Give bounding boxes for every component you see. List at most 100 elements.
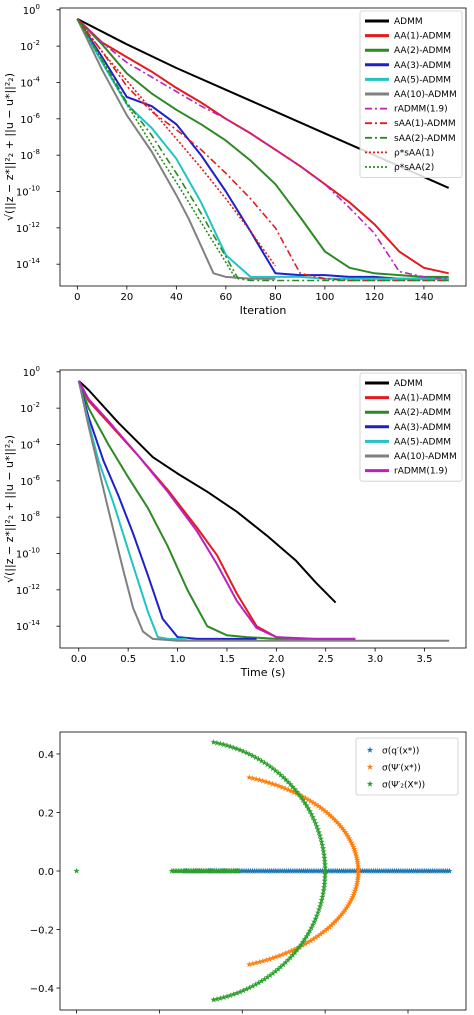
scatter-point (332, 918, 339, 925)
scatter-point (332, 817, 339, 823)
scatter-point (319, 929, 326, 936)
scatter-point (354, 861, 361, 867)
y-tick-label: 100 (23, 365, 40, 379)
scatter-point (328, 922, 335, 928)
y-tick-label: 10-10 (16, 547, 40, 561)
x-axis-label: Iteration (240, 304, 287, 317)
scatter-point (213, 995, 220, 1002)
scatter-point (319, 806, 326, 813)
scatter-point (296, 791, 303, 798)
scatter-point (282, 776, 289, 783)
scatter-point (328, 813, 335, 820)
scatter-point (298, 794, 305, 800)
scatter-point (258, 757, 265, 764)
scatter-point (269, 970, 276, 976)
legend: σ(q′(x*)) σ(Ψ′(x*)) σ(Ψ′₂(X*)) (355, 737, 459, 796)
scatter-point (261, 976, 268, 982)
scatter-point (299, 942, 306, 948)
scatter-point (335, 821, 342, 827)
scatter-point (230, 991, 237, 997)
scatter-point (246, 751, 253, 757)
legend-label: ρ*sAA(2) (394, 163, 434, 173)
x-tick-label: 60 (219, 292, 232, 303)
scatter-point (324, 809, 331, 816)
scatter-point (246, 774, 253, 781)
scatter-point (355, 870, 362, 876)
scatter-point (263, 778, 270, 785)
legend-swatch (366, 746, 374, 753)
legend-label: rADMM(1.9) (394, 105, 448, 115)
series-line-4 (77, 380, 188, 640)
scatter-point (334, 819, 341, 825)
scatter-point (337, 912, 344, 919)
scatter-point (287, 781, 294, 787)
scatter-point (269, 954, 276, 961)
scatter-point (230, 744, 237, 751)
scatter-point (305, 939, 312, 945)
scatter-point (315, 829, 322, 835)
scatter-point (210, 739, 217, 745)
legend-label: ρ*sAA(1) (394, 148, 434, 158)
x-tick-label: 120 (365, 292, 384, 303)
series-group (76, 18, 450, 282)
y-tick-label: 10-2 (20, 401, 40, 415)
scatter-point (353, 881, 360, 887)
series-line-3 (77, 380, 257, 640)
scatter-point (307, 798, 314, 804)
scatter-point (296, 944, 303, 950)
scatter-point (319, 841, 326, 848)
scatter-point (264, 974, 271, 980)
series-line-5 (77, 380, 450, 642)
y-tick-label: 10-6 (20, 112, 40, 126)
scatter-point (217, 995, 224, 1001)
scatter-point (321, 854, 328, 861)
scatter-point (355, 863, 362, 870)
x-tick-label: 1.5 (219, 654, 235, 665)
scatter-point (305, 796, 312, 803)
scatter-point (258, 977, 265, 984)
scatter-point (320, 848, 327, 855)
y-tick-label: 10-4 (20, 75, 40, 89)
scatter-point (73, 867, 80, 874)
scatter-point (322, 927, 329, 934)
legend-label: AA(10)-ADMM (394, 452, 457, 462)
y-tick-label: 0.4 (38, 750, 54, 761)
series-line-5 (76, 18, 276, 280)
legend-label: AA(2)-ADMM (394, 46, 451, 56)
series-line-2 (76, 18, 449, 278)
legend-label: sAA(2)-ADMM (394, 134, 456, 144)
x-tick-label: 1.0 (170, 654, 186, 665)
x-tick-label: 0 (74, 292, 80, 303)
scatter-point (312, 820, 319, 826)
y-tick-label: 10-8 (20, 148, 40, 162)
scatter-point (220, 994, 227, 1000)
scatter-point (322, 808, 329, 814)
scatter-point (293, 788, 300, 795)
x-tick-label: 20 (120, 292, 133, 303)
scatter-point (240, 748, 247, 754)
scatter-point (314, 826, 321, 832)
scatter-point (324, 925, 331, 932)
scatter-point (311, 918, 318, 925)
scatter-point (298, 941, 305, 948)
legend-box (359, 372, 463, 482)
legend-label: AA(1)-ADMM (394, 394, 451, 404)
scatter-point (263, 956, 270, 963)
scatter-point (285, 786, 292, 793)
scatter-point (264, 761, 271, 768)
scatter-point (312, 934, 319, 941)
y-tick-label: 10-2 (20, 39, 40, 53)
legend-label: σ(Ψ′₂(X*)) (382, 781, 425, 791)
scatter-point (252, 981, 259, 988)
legend-label: ADMM (394, 379, 423, 389)
scatter-point (316, 903, 323, 909)
scatter-point (282, 785, 289, 792)
scatter-point (266, 779, 273, 786)
scatter-point (277, 963, 284, 970)
y-tick-label: −0.2 (30, 926, 54, 937)
legend-label: AA(3)-ADMM (394, 423, 451, 433)
x-axis-label: Time (s) (240, 666, 286, 679)
y-tick-label: 10-10 (16, 185, 40, 199)
scatter-point (350, 891, 357, 898)
scatter-point (294, 790, 301, 797)
